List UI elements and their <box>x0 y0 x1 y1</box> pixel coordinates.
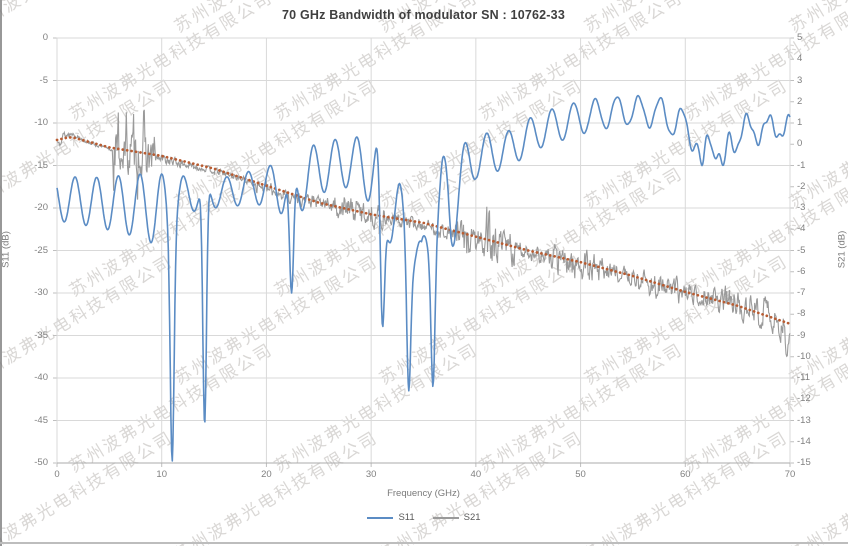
series-s11-line <box>56 94 791 462</box>
y-right-tick-label: -15 <box>797 457 811 468</box>
legend-item-s11: S11 <box>367 512 415 523</box>
y-left-tick-label: -30 <box>34 287 48 298</box>
y-right-tick-label: -1 <box>797 159 806 171</box>
y-right-tick-label: -3 <box>797 202 806 213</box>
y-right-tick-label: 5 <box>797 32 803 43</box>
legend-s21-label: S21 <box>463 512 481 523</box>
y-left-tick-label: -40 <box>34 372 48 383</box>
screenshot-bottom-edge <box>0 542 848 544</box>
chart-legend: S11 S21 <box>0 512 848 523</box>
y-right-tick-label: 0 <box>797 138 803 150</box>
y-axis-right-title: S21 (dB) <box>836 230 848 269</box>
y-right-tick-label: -11 <box>797 372 811 383</box>
y-left-tick-label: -25 <box>34 244 48 256</box>
y-left-tick-label: -20 <box>34 202 48 213</box>
y-left-tick-label: -50 <box>34 457 48 468</box>
y-right-tick-label: -2 <box>797 180 806 192</box>
y-right-tick-label: 4 <box>797 53 803 65</box>
y-left-tick-label: -5 <box>39 74 48 86</box>
y-right-tick-label: 2 <box>797 95 803 107</box>
x-tick-label: 40 <box>470 469 482 480</box>
y-left-tick-label: -35 <box>34 329 48 341</box>
gridlines <box>57 37 790 464</box>
legend-s21-line-swatch <box>432 516 459 519</box>
series-s21-line <box>57 109 791 358</box>
x-tick-label: 50 <box>575 469 586 480</box>
legend-s11-line-swatch <box>367 516 394 519</box>
y-right-tick-label: -8 <box>797 308 806 320</box>
x-tick-label: 30 <box>365 469 377 480</box>
screenshot-left-edge <box>0 0 2 546</box>
x-axis-title: Frequency (GHz) <box>387 488 460 499</box>
chart-title: 70 GHz Bandwidth of modulator SN : 10762… <box>282 8 565 22</box>
x-tick-label: 20 <box>261 469 272 480</box>
x-tick-label: 0 <box>54 469 60 480</box>
y-right-tick-label: -12 <box>797 393 811 405</box>
axis-tick-marks <box>53 37 794 467</box>
y-left-tick-label: 0 <box>42 32 48 43</box>
y-right-tick-label: -6 <box>797 265 806 277</box>
x-tick-label: 10 <box>156 469 167 480</box>
y-right-tick-label: -5 <box>797 244 806 256</box>
legend-item-s21: S21 <box>432 512 481 523</box>
y-right-tick-label: 1 <box>797 117 803 128</box>
y-right-tick-label: -13 <box>797 414 811 426</box>
y-right-tick-label: -4 <box>797 223 806 235</box>
x-tick-label: 70 <box>784 469 796 480</box>
y-right-tick-label: -14 <box>797 435 811 447</box>
y-left-tick-label: -45 <box>34 414 48 426</box>
series-s21-trendline <box>55 136 792 326</box>
y-left-tick-label: -10 <box>34 117 48 128</box>
y-right-tick-label: 3 <box>797 74 803 86</box>
y-right-tick-label: -7 <box>797 287 806 298</box>
legend-s11-label: S11 <box>398 512 415 523</box>
y-right-tick-label: -9 <box>797 329 806 341</box>
y-left-tick-label: -15 <box>34 159 48 171</box>
y-right-tick-label: -10 <box>797 350 811 362</box>
x-tick-label: 60 <box>679 469 691 480</box>
y-axis-left-title: S11 (dB) <box>0 231 12 268</box>
